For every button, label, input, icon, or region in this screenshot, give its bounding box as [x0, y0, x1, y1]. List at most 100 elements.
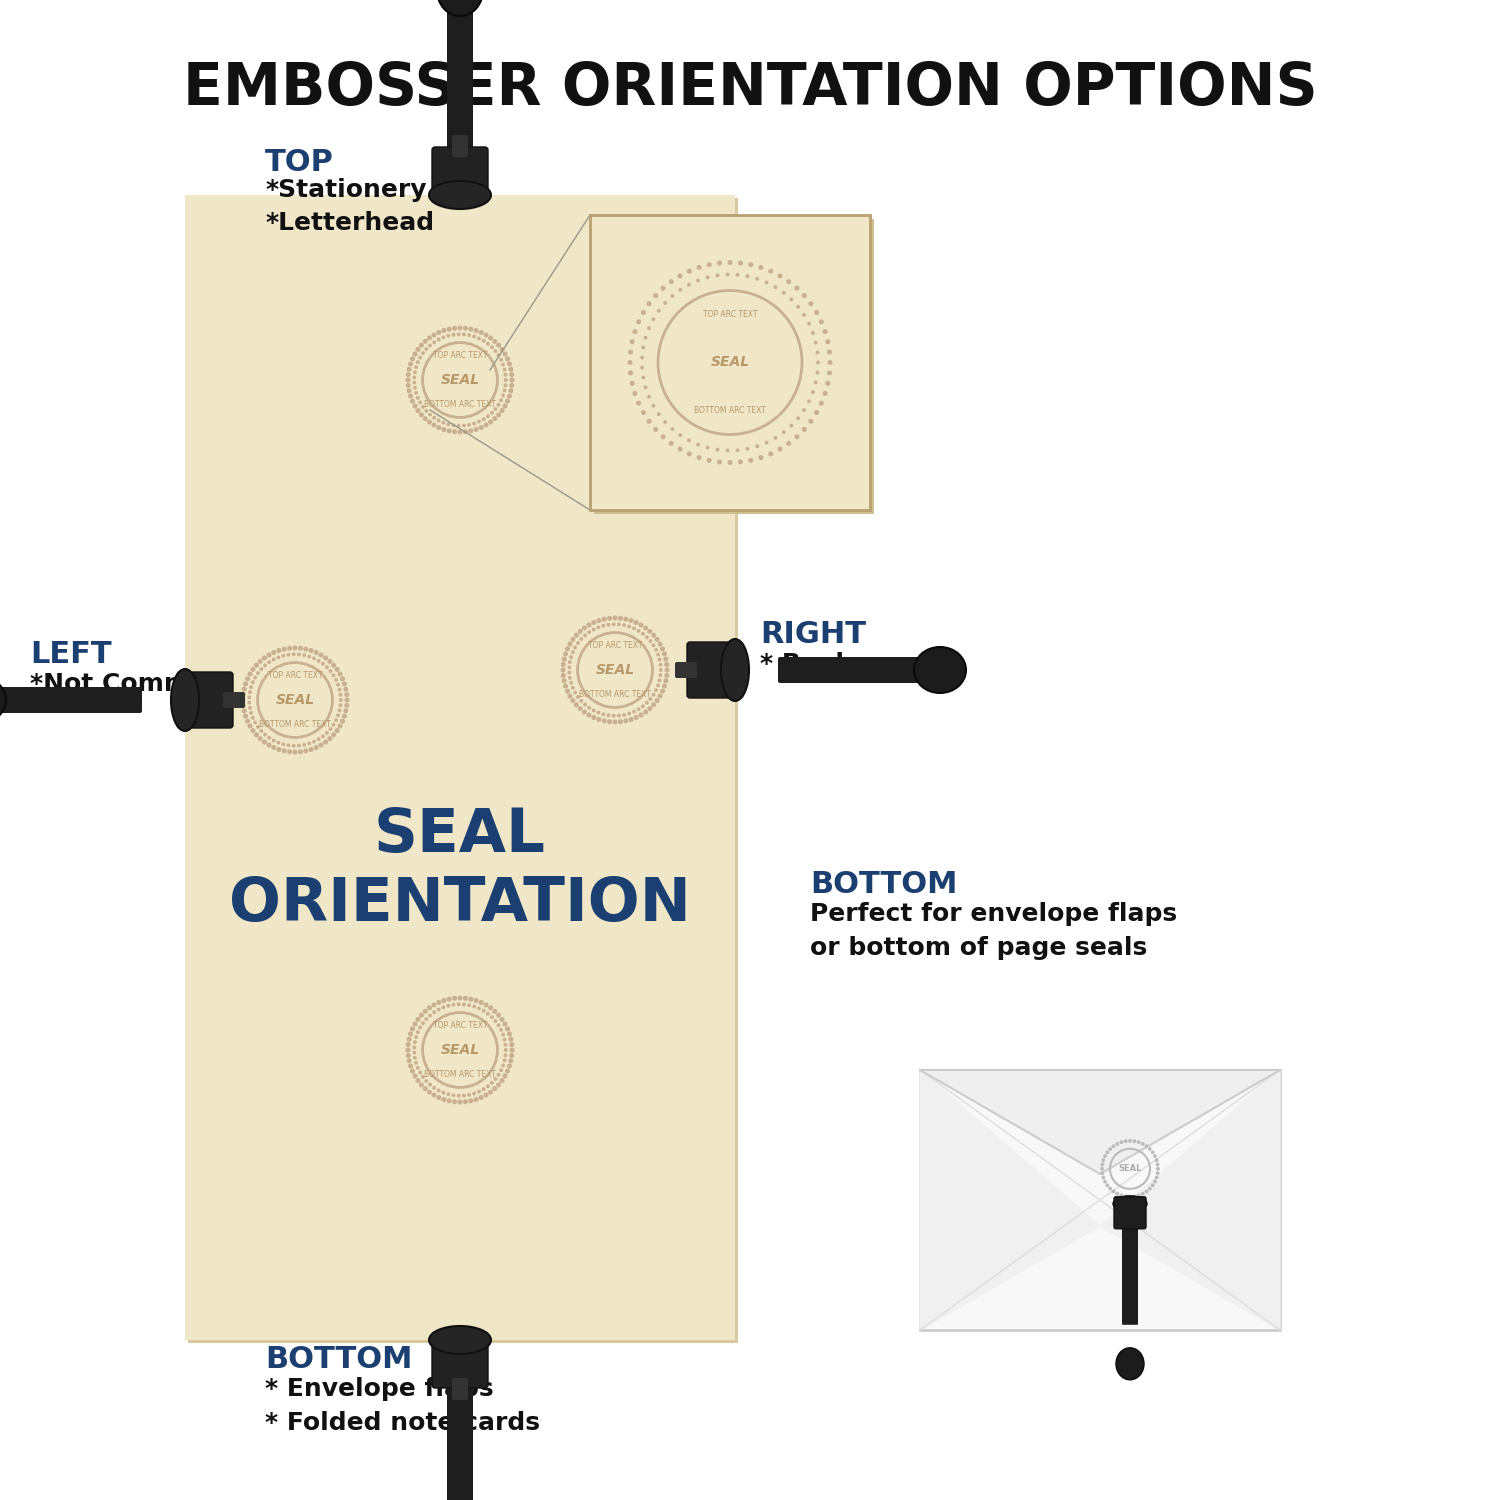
Circle shape [670, 296, 674, 297]
Circle shape [292, 652, 296, 656]
Circle shape [736, 448, 738, 452]
Ellipse shape [1113, 1196, 1148, 1212]
Circle shape [419, 1071, 422, 1074]
Circle shape [484, 1004, 488, 1007]
Circle shape [260, 668, 262, 670]
Circle shape [509, 388, 513, 393]
Circle shape [678, 274, 682, 278]
Circle shape [578, 642, 579, 645]
Text: BOTTOM ARC TEXT: BOTTOM ARC TEXT [260, 720, 332, 729]
Circle shape [438, 420, 440, 422]
Circle shape [597, 626, 600, 628]
Circle shape [278, 648, 280, 652]
Circle shape [344, 710, 348, 712]
Circle shape [802, 427, 806, 430]
Circle shape [642, 411, 645, 414]
Circle shape [1116, 1143, 1119, 1144]
Circle shape [500, 1070, 502, 1071]
Circle shape [648, 630, 651, 633]
Circle shape [1142, 1192, 1144, 1196]
Circle shape [478, 1007, 480, 1010]
Circle shape [827, 381, 830, 386]
Circle shape [608, 720, 612, 723]
Circle shape [503, 394, 504, 396]
Circle shape [498, 1024, 500, 1026]
Circle shape [1104, 1155, 1107, 1158]
Circle shape [759, 456, 762, 459]
Circle shape [612, 622, 615, 626]
Circle shape [458, 1004, 460, 1005]
Circle shape [783, 430, 784, 433]
Circle shape [442, 427, 446, 432]
Circle shape [662, 435, 664, 438]
Circle shape [413, 1022, 417, 1026]
Circle shape [509, 1059, 513, 1062]
Circle shape [510, 1053, 513, 1058]
Text: * Envelope flaps
* Folded note cards: * Envelope flaps * Folded note cards [266, 1377, 540, 1434]
Circle shape [447, 998, 452, 1000]
Circle shape [419, 1026, 422, 1029]
Circle shape [698, 266, 700, 268]
Circle shape [501, 1078, 504, 1083]
FancyBboxPatch shape [675, 662, 698, 678]
Text: EMBOSSER ORIENTATION OPTIONS: EMBOSSER ORIENTATION OPTIONS [183, 60, 1317, 117]
Circle shape [1120, 1194, 1122, 1197]
Circle shape [633, 392, 636, 394]
Circle shape [680, 288, 681, 291]
Circle shape [1154, 1155, 1156, 1158]
Circle shape [1156, 1167, 1160, 1170]
Circle shape [320, 652, 322, 657]
Circle shape [1154, 1180, 1156, 1182]
Ellipse shape [429, 1326, 490, 1354]
Circle shape [645, 386, 646, 388]
Circle shape [638, 708, 640, 711]
Circle shape [501, 1017, 504, 1022]
Ellipse shape [429, 182, 490, 209]
Circle shape [438, 1008, 440, 1011]
Circle shape [748, 262, 753, 267]
Circle shape [458, 1100, 462, 1104]
Circle shape [243, 710, 246, 712]
Circle shape [429, 414, 430, 416]
Circle shape [687, 270, 692, 273]
Circle shape [1113, 1144, 1114, 1148]
Circle shape [504, 1038, 506, 1041]
Circle shape [447, 1100, 452, 1102]
Circle shape [494, 1078, 496, 1080]
Circle shape [413, 352, 417, 356]
Circle shape [333, 723, 334, 726]
Circle shape [489, 1007, 492, 1010]
Circle shape [579, 630, 582, 633]
Circle shape [774, 286, 777, 288]
Circle shape [812, 392, 814, 393]
Circle shape [645, 636, 648, 639]
Circle shape [338, 672, 342, 676]
Circle shape [687, 284, 690, 286]
Circle shape [790, 298, 792, 300]
Circle shape [406, 378, 410, 382]
Circle shape [698, 279, 699, 282]
Circle shape [509, 1038, 513, 1041]
FancyBboxPatch shape [1114, 1197, 1146, 1228]
Text: SEAL: SEAL [711, 356, 750, 369]
Circle shape [422, 352, 424, 354]
Circle shape [453, 996, 456, 1000]
Circle shape [408, 394, 413, 398]
Circle shape [308, 742, 310, 744]
Circle shape [424, 1080, 427, 1082]
Circle shape [795, 435, 798, 438]
Circle shape [318, 660, 320, 662]
Circle shape [664, 674, 669, 676]
Circle shape [304, 648, 307, 651]
Circle shape [663, 684, 666, 688]
Circle shape [648, 302, 651, 306]
Circle shape [759, 266, 762, 268]
Circle shape [326, 732, 328, 734]
Circle shape [254, 676, 257, 678]
Circle shape [282, 648, 286, 651]
Circle shape [484, 423, 488, 427]
Circle shape [812, 332, 814, 334]
Circle shape [470, 327, 472, 332]
Circle shape [628, 712, 630, 714]
Circle shape [248, 696, 250, 699]
